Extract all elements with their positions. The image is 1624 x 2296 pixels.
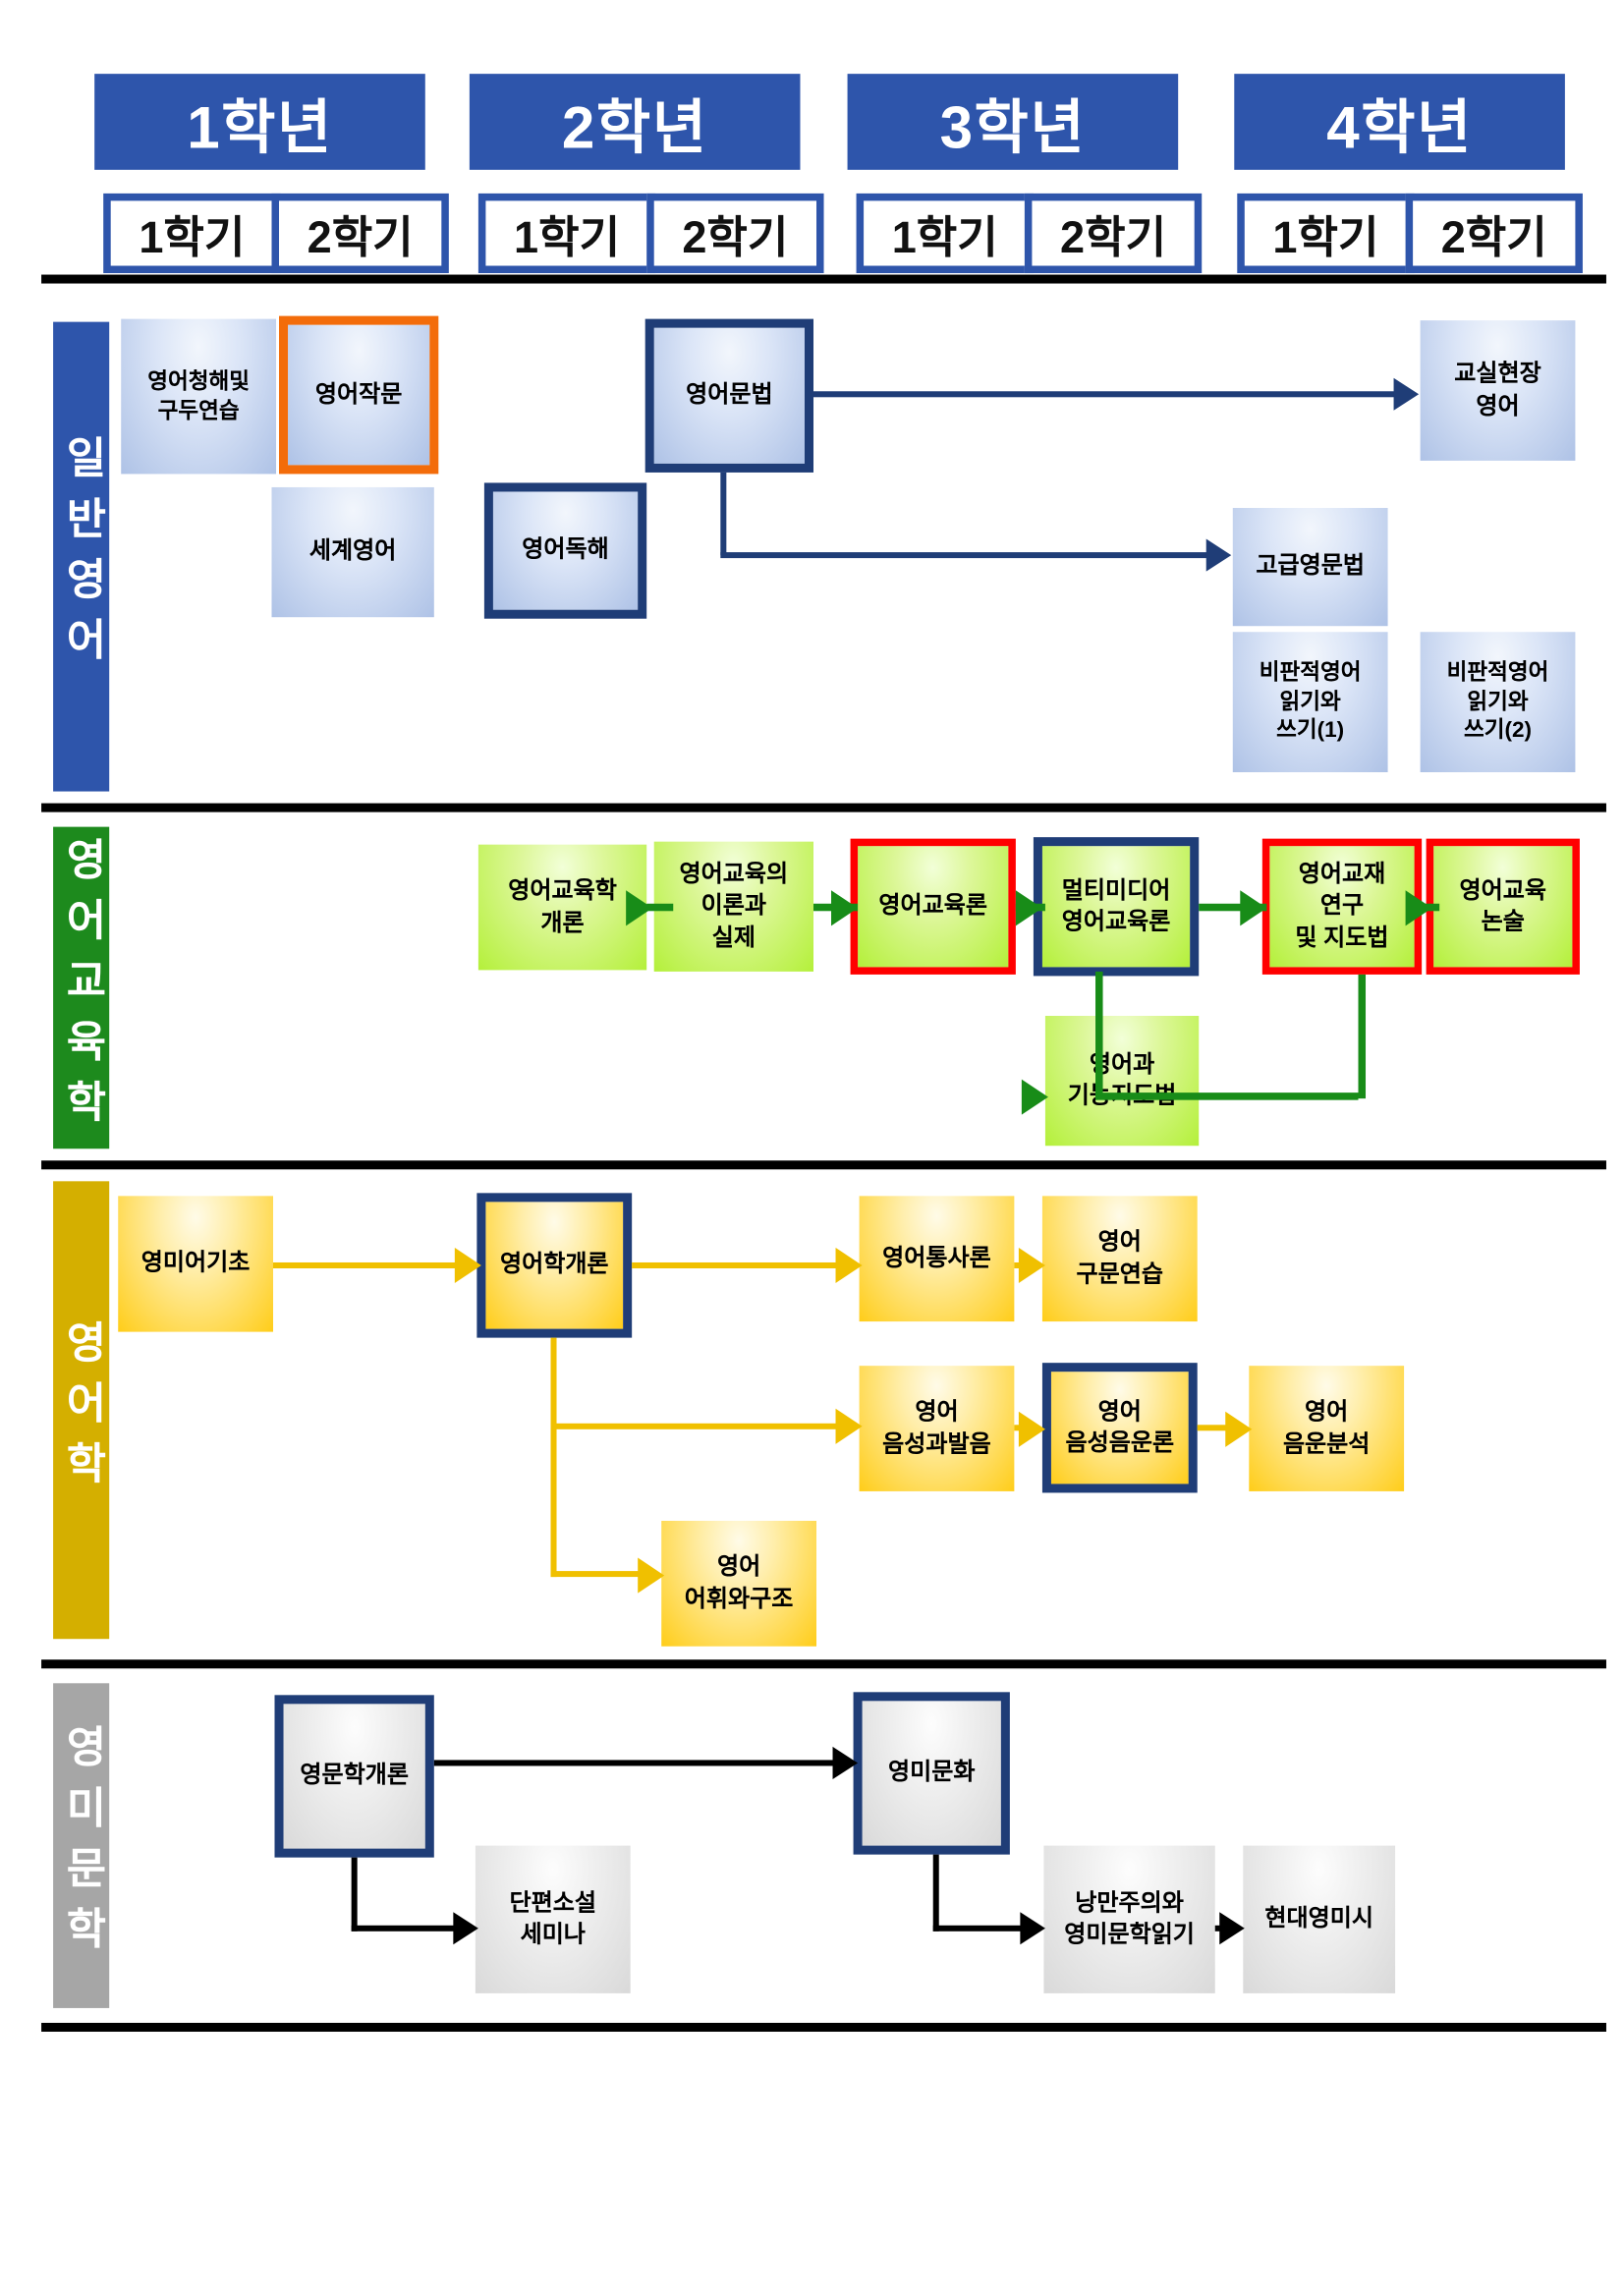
arrowhead-romanticism-to-poetry <box>1219 1912 1245 1945</box>
connector-litintro-down <box>351 1857 358 1932</box>
course-anglo-american-culture[interactable]: 영미문화 <box>853 1692 1010 1855</box>
connector-litintro-to-seminar <box>351 1925 458 1932</box>
arrowhead-litintro-to-seminar <box>453 1912 478 1945</box>
year-label: 2학년 <box>561 94 708 161</box>
connector-multimedia-to-materials <box>1199 903 1267 912</box>
category-label: 영어학 <box>58 1318 106 1501</box>
course-intro-english-education[interactable]: 영어교육학 개론 <box>477 844 647 971</box>
course-english-education-theory[interactable]: 영어교육론 <box>850 838 1016 975</box>
arrowhead-multimedia-to-materials <box>1240 890 1267 926</box>
category-label: 영미문학 <box>58 1724 106 1967</box>
connector-theory-down <box>1095 971 1103 1099</box>
connector-phonology-to-analysis <box>1197 1425 1230 1431</box>
connector-intro-to-theory <box>646 903 674 912</box>
course-intro-linguistics[interactable]: 영어학개론 <box>476 1193 633 1338</box>
course-phonetics-pronunciation[interactable]: 영어 음성과발음 <box>859 1366 1015 1491</box>
year-header-4: 4학년 <box>1234 74 1565 170</box>
arrowhead-syntax-to-practice <box>1018 1247 1045 1284</box>
arrowhead-materials-to-essay <box>1405 890 1432 926</box>
connector-intro-to-syntax <box>632 1261 839 1268</box>
course-skills-teaching[interactable]: 영어과기능지도법 <box>1044 1015 1200 1147</box>
course-vocabulary-structure[interactable]: 영어 어휘와구조 <box>661 1520 817 1647</box>
arrowhead-theory-to-edutheory <box>831 890 859 926</box>
course-short-story-seminar[interactable]: 단편소설 세미나 <box>475 1845 631 1993</box>
semester-4-1: 1학기 <box>1237 193 1415 274</box>
arrowhead-grammar-to-classroom <box>1393 377 1420 411</box>
course-english-education-essay[interactable]: 영어교육 논술 <box>1426 838 1580 975</box>
course-romanticism-reading[interactable]: 낭만주의와 영미문학읽기 <box>1043 1845 1215 1993</box>
connector-intro-down <box>550 1337 557 1578</box>
arrowhead-phonetics-to-phonology <box>1018 1411 1045 1447</box>
semester-1-2: 2학기 <box>271 193 449 274</box>
category-label: 영어교육학 <box>58 836 106 1140</box>
course-english-composition[interactable]: 영어작문 <box>279 315 439 475</box>
course-english-grammar[interactable]: 영어문법 <box>644 318 814 473</box>
connector-grammar-to-advanced <box>720 552 1208 559</box>
semester-1-1: 1학기 <box>103 193 281 274</box>
connector-basics-to-intro <box>273 1261 463 1268</box>
course-modern-poetry[interactable]: 현대영미시 <box>1243 1845 1396 1993</box>
course-materials-research[interactable]: 영어교재 연구 및 지도법 <box>1261 838 1423 975</box>
arrowhead-litintro-to-culture <box>832 1746 859 1779</box>
category-bar-english-literature: 영미문학 <box>53 1683 110 2008</box>
connector-theory-run <box>1095 1092 1359 1100</box>
divider-after-linguistics <box>41 1659 1606 1669</box>
year-label: 3학년 <box>939 94 1087 161</box>
arrowhead-grammar-to-advanced <box>1205 538 1232 572</box>
semester-2-2: 2학기 <box>646 193 824 274</box>
connector-litintro-to-culture <box>433 1760 836 1766</box>
course-phonological-analysis[interactable]: 영어 음운분석 <box>1249 1366 1405 1491</box>
connector-intro-to-phonetics-run <box>550 1423 844 1429</box>
arrowhead-phonology-to-analysis <box>1225 1411 1253 1447</box>
arrowhead-edutheory-to-multimedia <box>1015 890 1042 926</box>
category-bar-english-linguistics: 영어학 <box>53 1181 110 1640</box>
year-label: 1학년 <box>187 94 333 161</box>
arrowhead-intro-to-vocab <box>638 1557 665 1594</box>
course-theory-practice[interactable]: 영어교육의 이론과 실제 <box>653 841 814 972</box>
connector-grammar-to-classroom <box>813 391 1396 398</box>
category-bar-english-education: 영어교육학 <box>53 826 110 1149</box>
year-label: 4학년 <box>1326 94 1473 161</box>
divider-bottom <box>41 2022 1606 2032</box>
course-phonetics-phonology[interactable]: 영어 음성음운론 <box>1041 1363 1198 1493</box>
year-header-2: 2학년 <box>469 74 801 170</box>
course-classroom-english[interactable]: 교실현장 영어 <box>1420 320 1576 461</box>
divider-after-education <box>41 1160 1606 1170</box>
semester-3-2: 2학기 <box>1024 193 1203 274</box>
arrowhead-basics-to-intro <box>454 1247 481 1284</box>
semester-4-2: 2학기 <box>1405 193 1583 274</box>
course-intro-english-literature[interactable]: 영문학개론 <box>274 1695 434 1858</box>
semester-2-1: 1학기 <box>477 193 656 274</box>
course-critical-reading-writing-1[interactable]: 비판적영어 읽기와 쓰기(1) <box>1232 632 1388 773</box>
course-listening-speaking[interactable]: 영어청해및 구두연습 <box>121 318 277 475</box>
category-label: 일반영어 <box>58 435 106 678</box>
arrowhead-intro-to-theory <box>626 890 653 926</box>
course-multimedia-english-education[interactable]: 멀티미디어 영어교육론 <box>1033 837 1200 977</box>
connector-edutheory-down <box>1358 974 1367 1099</box>
arrowhead-culture-to-romanticism <box>1020 1912 1045 1945</box>
semester-3-1: 1학기 <box>856 193 1034 274</box>
arrowhead-intro-to-syntax <box>835 1247 863 1284</box>
divider-after-general <box>41 803 1606 812</box>
connector-culture-to-romanticism <box>932 1925 1025 1932</box>
year-header-1: 1학년 <box>94 74 425 170</box>
course-basics-anglo-american[interactable]: 영미어기초 <box>118 1196 274 1332</box>
course-world-english[interactable]: 세계영어 <box>271 486 434 618</box>
divider-top <box>41 274 1606 284</box>
connector-grammar-down <box>720 472 727 556</box>
course-english-reading[interactable]: 영어독해 <box>483 482 647 619</box>
connector-culture-down <box>932 1854 939 1932</box>
year-header-3: 3학년 <box>847 74 1179 170</box>
connector-intro-to-vocab-run <box>550 1571 643 1578</box>
course-sentence-structure-practice[interactable]: 영어 구문연습 <box>1041 1196 1198 1322</box>
course-critical-reading-writing-2[interactable]: 비판적영어 읽기와 쓰기(2) <box>1420 632 1576 773</box>
arrowhead-to-skills-teaching <box>1021 1079 1048 1115</box>
arrowhead-intro-to-phonetics <box>835 1408 863 1444</box>
course-english-syntax[interactable]: 영어통사론 <box>859 1196 1015 1322</box>
category-bar-general-english: 일반영어 <box>53 321 110 792</box>
course-advanced-grammar[interactable]: 고급영문법 <box>1232 507 1388 627</box>
